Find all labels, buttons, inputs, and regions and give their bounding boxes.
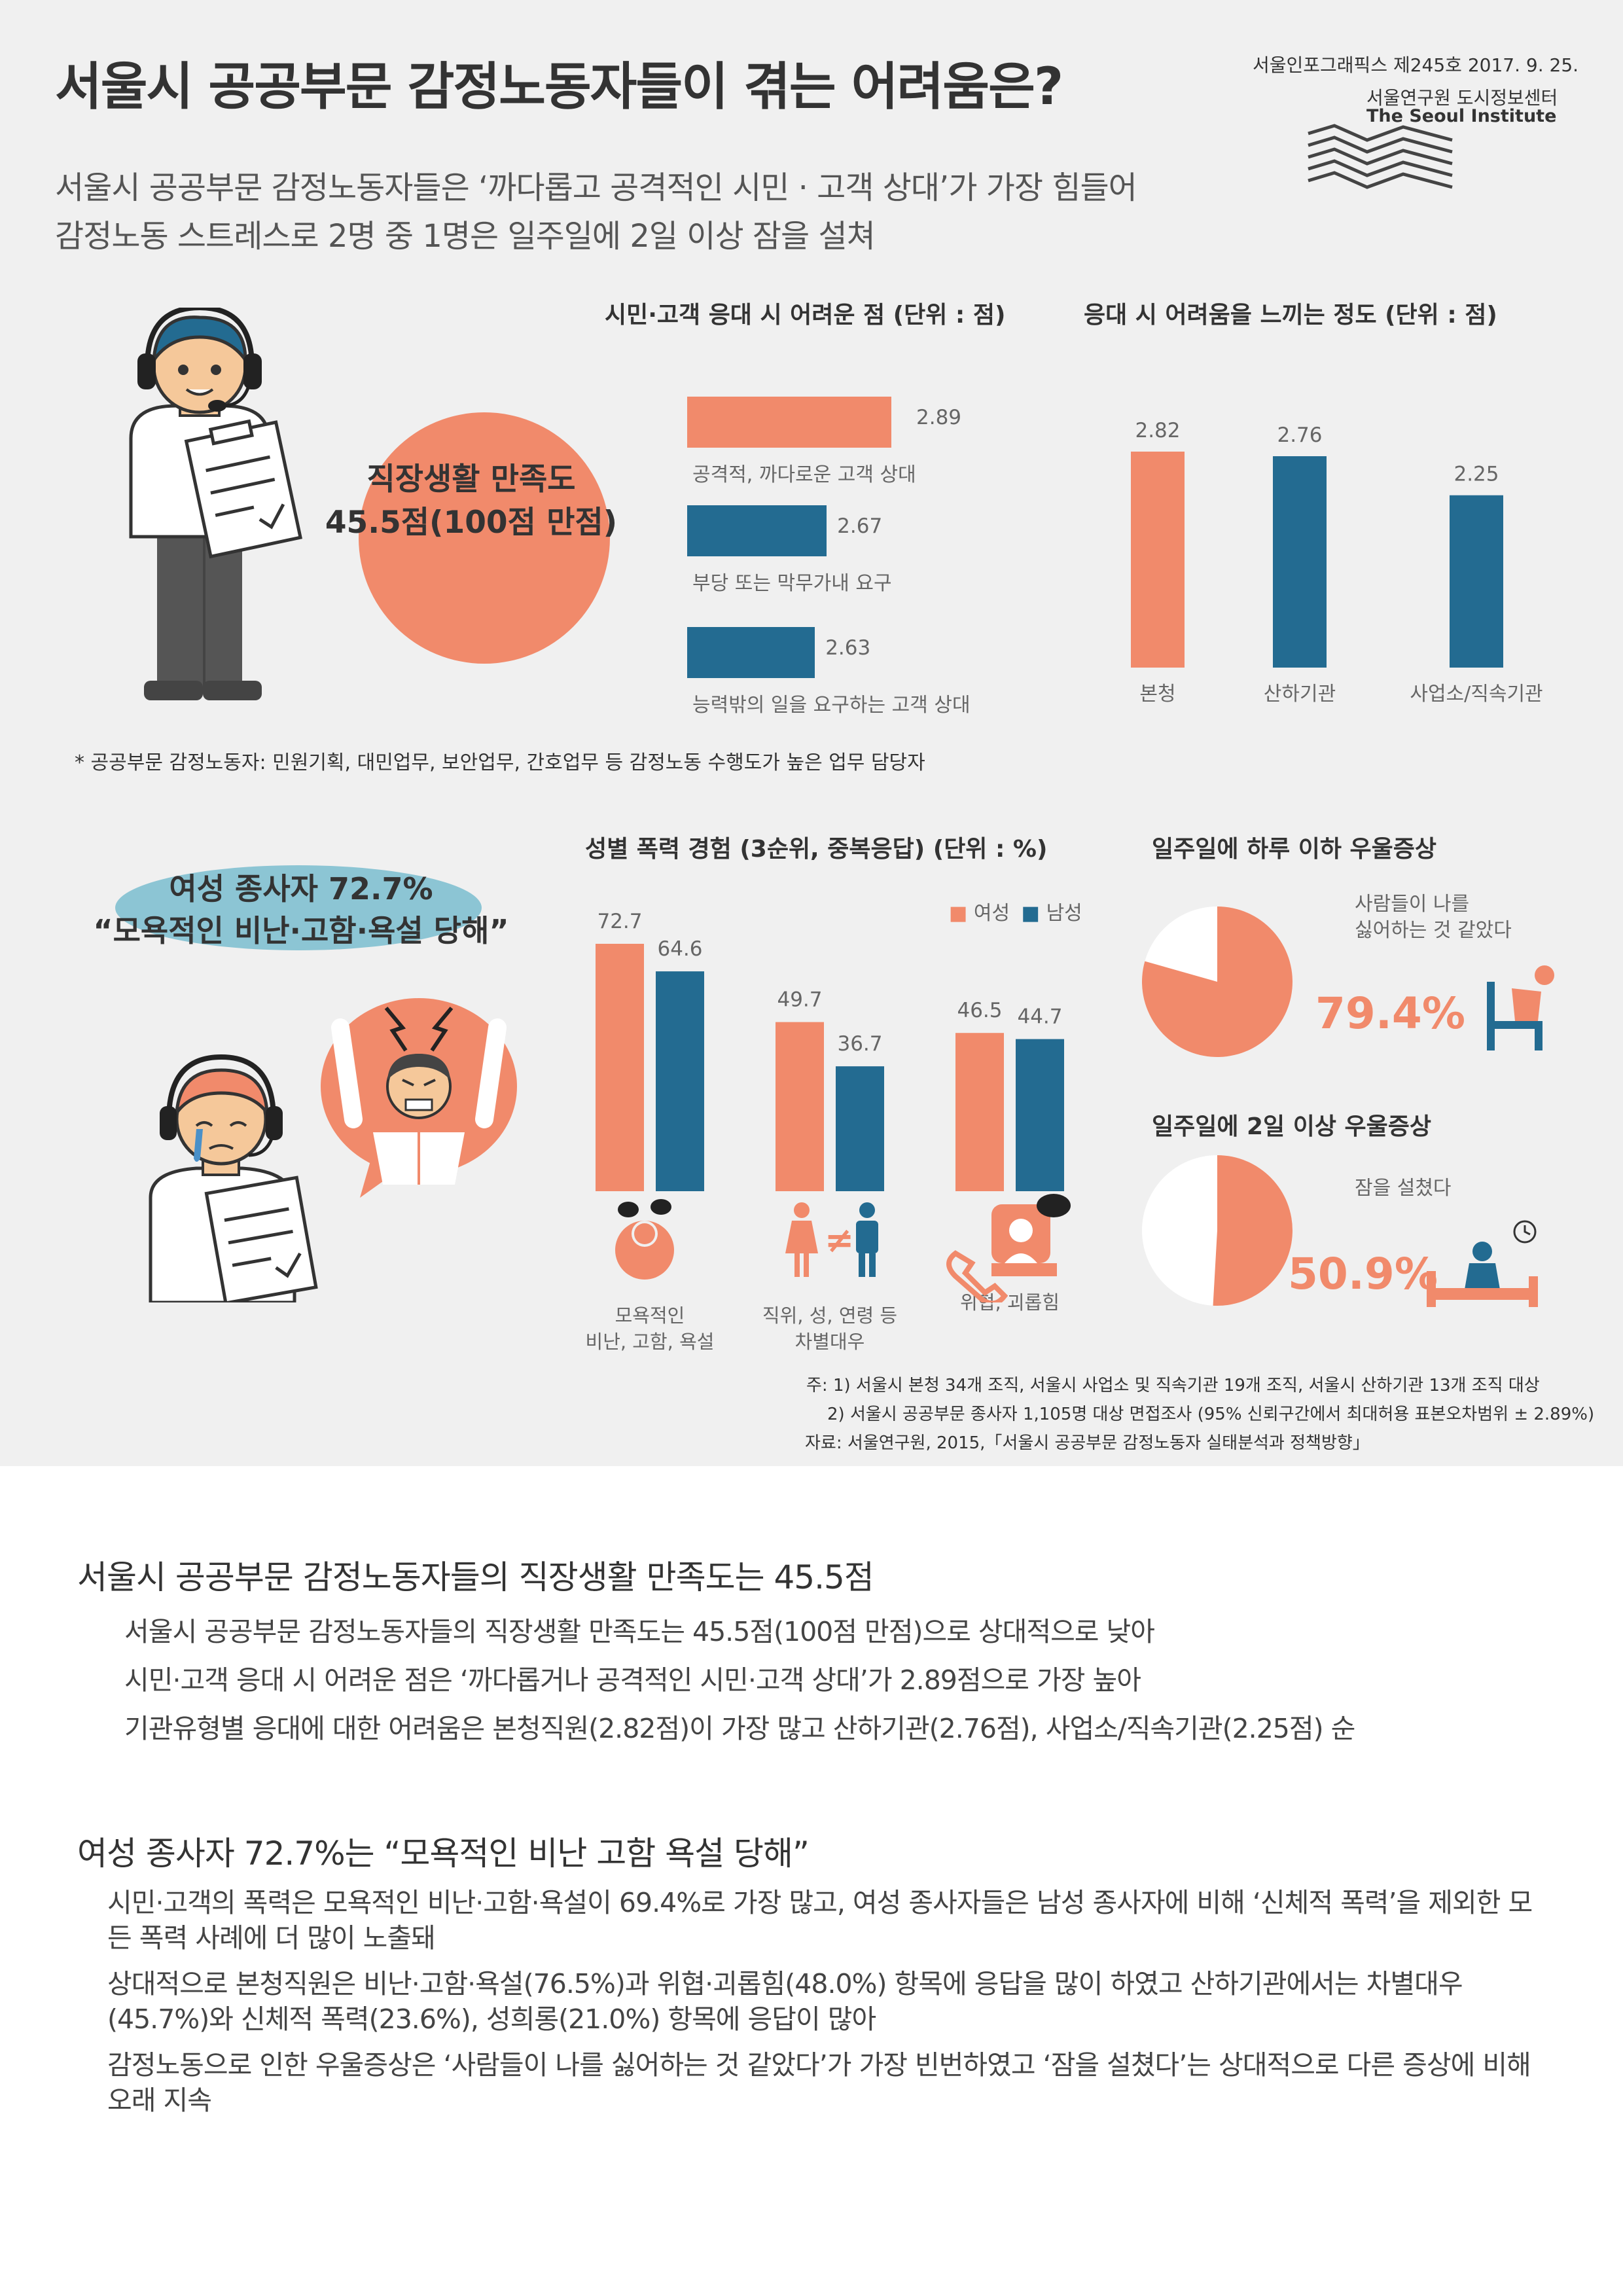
section1-bullet: 기관유형별 응대에 대한 어려움은 본청직원(2.82점)이 가장 많고 산하기… bbox=[124, 1713, 1355, 1744]
org-name: 서울연구원 도시정보센터 bbox=[1366, 87, 1558, 109]
depressed-person-icon bbox=[1487, 965, 1554, 1050]
institution-bar bbox=[1450, 495, 1503, 668]
section2-bullet: 시민·고객의 폭력은 모욕적인 비난·고함·욕설이 69.4%로 가장 많고, … bbox=[107, 1887, 1533, 1954]
section2-bullets: 시민·고객의 폭력은 모욕적인 비난·고함·욕설이 69.4%로 가장 많고, … bbox=[107, 1885, 1541, 2118]
satisfaction-line-2: 45.5점(100점 만점) bbox=[325, 505, 618, 541]
gender-value-label: 72.7 bbox=[597, 910, 642, 933]
threat-phone-icon bbox=[946, 1194, 1071, 1302]
crying-worker-icon bbox=[149, 1054, 318, 1302]
institution-value-label: 2.82 bbox=[1135, 419, 1180, 442]
svg-text:≠: ≠ bbox=[825, 1219, 854, 1261]
chart-gender-legend: ■ 여성 ■ 남성 bbox=[949, 897, 1082, 925]
gender-value-label: 46.5 bbox=[957, 999, 1002, 1022]
section2-bullet: 상대적으로 본청직원은 비난·고함·욕설(76.5%)과 위협·괴롭힘(48.0… bbox=[107, 1968, 1463, 2035]
chart-institution: 2.82 본청 2.76 산하기관 2.25 사업소/직속기관 bbox=[1131, 419, 1543, 706]
gender-value-label: 64.6 bbox=[657, 937, 702, 961]
gender-category-label: 비난, 고함, 욕설 bbox=[586, 1331, 715, 1353]
gender-bar bbox=[955, 1033, 1004, 1191]
satisfaction-line-1: 직장생활 만족도 bbox=[366, 461, 576, 497]
institution-bar bbox=[1131, 452, 1185, 668]
pie-slice bbox=[1142, 906, 1293, 1057]
female-callout: 여성 종사자 72.7% “모욕적인 비난·고함·욕설 당해” bbox=[72, 868, 530, 952]
gender-bar bbox=[1016, 1039, 1064, 1191]
page-title: 서울시 공공부문 감정노동자들이 겪는 어려움은? bbox=[55, 58, 1063, 117]
gender-bar bbox=[656, 971, 704, 1191]
institution-bar bbox=[1273, 456, 1327, 668]
legend-male-label: 남성 bbox=[1046, 902, 1082, 925]
sleepless-person-icon bbox=[1427, 1220, 1538, 1307]
seoul-institute-logo-icon bbox=[1308, 124, 1453, 189]
gender-bar bbox=[836, 1066, 884, 1191]
chart-difficulty-title: 시민·고객 응대 시 어려운 점 (단위 : 점) bbox=[605, 302, 1006, 329]
satisfaction-label: 직장생활 만족도 45.5점(100점 만점) bbox=[288, 458, 654, 545]
section1-heading: 서울시 공공부문 감정노동자들의 직장생활 만족도는 45.5점 bbox=[77, 1558, 874, 1596]
gender-value-label: 36.7 bbox=[837, 1032, 882, 1056]
difficulty-category-label: 공격적, 까다로운 고객 상대 bbox=[692, 463, 916, 486]
subtitle-line-1: 서울시 공공부문 감정노동자들은 ‘까다롭고 공격적인 시민 · 고객 상대’가… bbox=[55, 170, 1137, 206]
gender-bar bbox=[776, 1022, 824, 1191]
note-1: 주: 1) 서울시 본청 34개 조직, 서울시 사업소 및 직속기관 19개 … bbox=[806, 1376, 1540, 1395]
gender-value-label: 49.7 bbox=[777, 988, 822, 1012]
pie-slice bbox=[1213, 1155, 1293, 1306]
legend-male-swatch-icon: ■ bbox=[1021, 902, 1041, 925]
pie2-title: 일주일에 2일 이상 우울증상 bbox=[1152, 1113, 1431, 1140]
gender-value-label: 44.7 bbox=[1017, 1005, 1062, 1029]
female-callout-line-1: 여성 종사자 72.7% bbox=[169, 871, 433, 906]
section1-bullets: 서울시 공공부문 감정노동자들의 직장생활 만족도는 45.5점(100점 만점… bbox=[124, 1614, 1558, 1746]
gender-bar bbox=[596, 944, 644, 1191]
difficulty-bar bbox=[687, 627, 815, 678]
pie1-title: 일주일에 하루 이하 우울증상 bbox=[1152, 836, 1437, 863]
institution-category-label: 본청 bbox=[1139, 683, 1175, 706]
chart-difficulty: 2.89 공격적, 까다로운 고객 상대 2.67 부당 또는 막무가내 요구 2.63… bbox=[687, 386, 1080, 717]
difficulty-value-label: 2.67 bbox=[837, 514, 883, 538]
difficulty-category-label: 능력밖의 일을 요구하는 고객 상대 bbox=[692, 694, 971, 717]
angry-customer-bubble-icon bbox=[321, 998, 517, 1198]
section1-bullet: 서울시 공공부문 감정노동자들의 직장생활 만족도는 45.5점(100점 만점… bbox=[124, 1616, 1155, 1647]
insult-icon bbox=[615, 1199, 674, 1280]
difficulty-category-label: 부당 또는 막무가내 요구 bbox=[692, 572, 892, 595]
gender-category-label: 모욕적인 bbox=[615, 1304, 685, 1327]
difficulty-value-label: 2.89 bbox=[916, 406, 962, 429]
section1-bullet: 시민·고객 응대 시 어려운 점은 ‘까다롭거나 공격적인 시민·고객 상대’가… bbox=[124, 1664, 1141, 1696]
difficulty-value-label: 2.63 bbox=[825, 636, 871, 660]
section2-bullet: 감정노동으로 인한 우울증상은 ‘사람들이 나를 싫어하는 것 같았다’가 가장… bbox=[107, 2049, 1531, 2116]
worker-footnote: * 공공부문 감정노동자: 민원기획, 대민업무, 보안업무, 간호업무 등 감… bbox=[75, 751, 925, 774]
pie-depression-weekly-1 bbox=[1142, 906, 1293, 1057]
pie2-value: 50.9% bbox=[1288, 1249, 1438, 1299]
pie-label-line: 잠을 설쳤다 bbox=[1355, 1177, 1452, 1200]
difficulty-bar bbox=[687, 505, 827, 556]
chart-gender-title: 성별 폭력 경험 (3순위, 중복응답) (단위 : %) bbox=[585, 836, 1048, 863]
pie1-value: 79.4% bbox=[1315, 988, 1465, 1039]
subtitle: 서울시 공공부문 감정노동자들은 ‘까다롭고 공격적인 시민 · 고객 상대’가… bbox=[55, 164, 1137, 260]
institution-category-label: 산하기관 bbox=[1264, 683, 1336, 706]
section2-heading: 여성 종사자 72.7%는 “모욕적인 비난 고함 욕설 당해” bbox=[77, 1835, 810, 1873]
satisfaction-circle bbox=[359, 412, 610, 664]
female-callout-ellipse bbox=[115, 865, 482, 950]
note-2: 2) 서울시 공공부문 종사자 1,105명 대상 면접조사 (95% 신뢰구간… bbox=[827, 1405, 1595, 1424]
source-note: 자료: 서울연구원, 2015,「서울시 공공부문 감정노동자 실태분석과 정책… bbox=[805, 1433, 1370, 1453]
legend-female-label: 여성 bbox=[973, 902, 1010, 925]
institution-value-label: 2.25 bbox=[1454, 463, 1499, 486]
pie-depression-weekly-2 bbox=[1142, 1155, 1293, 1306]
org-name-en: The Seoul Institute bbox=[1366, 106, 1557, 126]
female-callout-line-2: “모욕적인 비난·고함·욕설 당해” bbox=[93, 913, 509, 948]
subtitle-line-2: 감정노동 스트레스로 2명 중 1명은 일주일에 2일 이상 잠을 설쳐 bbox=[55, 218, 876, 255]
institution-value-label: 2.76 bbox=[1277, 423, 1322, 447]
chart-institution-title: 응대 시 어려움을 느끼는 정도 (단위 : 점) bbox=[1084, 302, 1497, 329]
issue-info: 서울인포그래픽스 제245호 2017. 9. 25. bbox=[1253, 54, 1579, 76]
discrimination-icon: ≠ bbox=[785, 1202, 878, 1277]
gender-category-label: 차별대우 bbox=[795, 1331, 865, 1353]
institution-category-label: 사업소/직속기관 bbox=[1410, 683, 1543, 706]
difficulty-bar bbox=[687, 397, 891, 448]
worker-illustration-icon bbox=[129, 308, 303, 700]
legend-female-swatch-icon: ■ bbox=[949, 902, 968, 925]
gender-category-label: 직위, 성, 연령 등 bbox=[762, 1304, 897, 1327]
pie2-label: 잠을 설쳤다 bbox=[1355, 1172, 1452, 1200]
pie-label-line: 사람들이 나를 bbox=[1355, 893, 1470, 916]
pie-label-line: 싫어하는 것 같았다 bbox=[1355, 919, 1512, 942]
